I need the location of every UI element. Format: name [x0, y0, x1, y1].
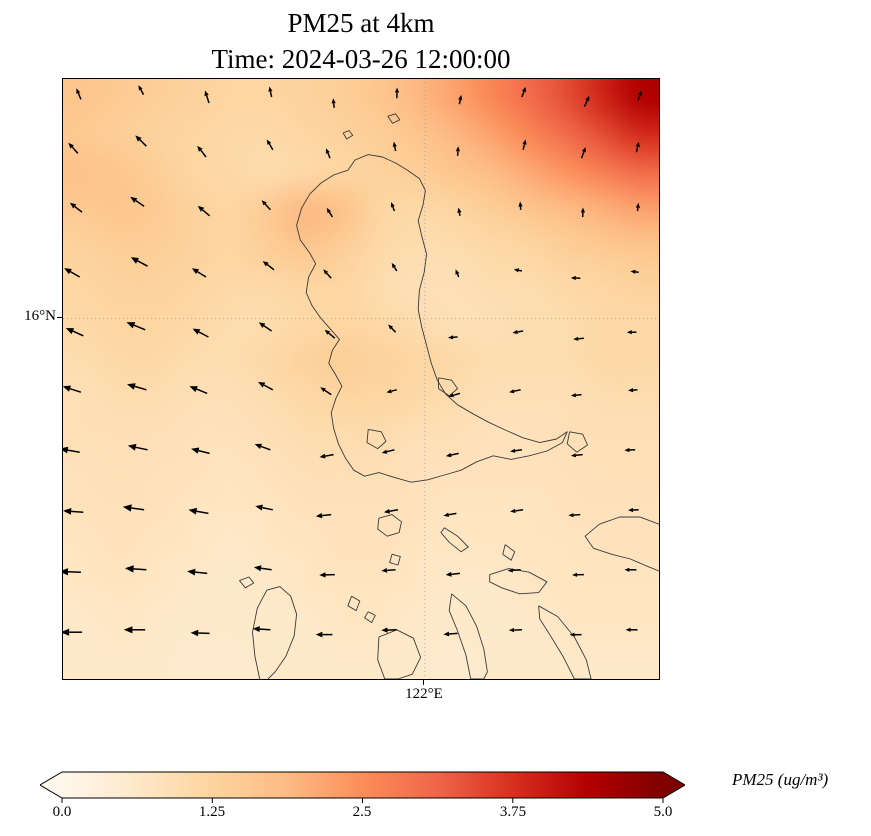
- chart-subtitle: Time: 2024-03-26 12:00:00: [211, 44, 511, 74]
- colorbar-tick-label: 2.5: [352, 804, 372, 820]
- y-axis-tick-mark: [57, 317, 62, 318]
- y-axis-tick-label: 16°N: [24, 308, 56, 324]
- colorbar-bar: [39, 771, 686, 799]
- colorbar-svg: [39, 771, 686, 803]
- colorbar-tick-label: 3.75: [499, 804, 527, 820]
- x-axis-tick-mark: [423, 680, 424, 685]
- map-canvas: [63, 79, 659, 679]
- x-axis-tick-label: 122°E: [405, 686, 443, 702]
- map-plot: [62, 78, 660, 680]
- colorbar-tick-label: 0.0: [52, 804, 72, 820]
- chart-title: PM25 at 4km: [287, 8, 435, 38]
- map-overlay: [63, 79, 659, 679]
- title-block: PM25 at 4km Time: 2024-03-26 12:00:00: [62, 5, 660, 77]
- colorbar-tick-label: 1.25: [198, 804, 226, 820]
- colorbar-tick-marks: [61, 798, 664, 803]
- colorbar-tick-label: 5.0: [653, 804, 673, 820]
- colorbar-tick-labels: 0.0 1.25 2.5 3.75 5.0: [40, 804, 685, 824]
- colorbar: [39, 769, 686, 805]
- colorbar-label: PM25 (ug/m³): [732, 770, 829, 789]
